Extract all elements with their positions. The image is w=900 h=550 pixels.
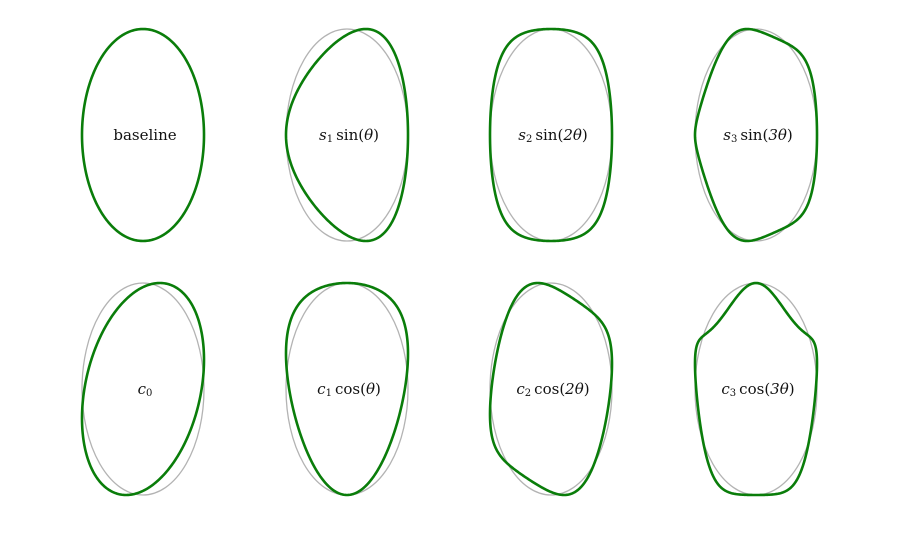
function-name: sin: [535, 126, 557, 144]
panel-s2: s2 sin(2θ): [488, 27, 614, 243]
panel-label: s3 sin(3θ): [723, 126, 793, 145]
mode-shape-outline: [80, 281, 206, 497]
function-name: cos: [534, 380, 559, 398]
coefficient-index: 3: [730, 388, 736, 399]
open-paren: (: [764, 380, 770, 398]
mode-shape-outline: [284, 281, 410, 497]
panel-s1: s1 sin(θ): [284, 27, 410, 243]
panel-s3: s3 sin(3θ): [693, 27, 819, 243]
coefficient-symbol: c: [516, 380, 525, 398]
coefficient-index: 1: [327, 134, 333, 145]
mode-shape-outline: [80, 27, 206, 243]
reference-ellipse: [489, 282, 613, 496]
close-paren: ): [584, 380, 590, 398]
open-paren: (: [358, 126, 364, 144]
coefficient-index: 2: [525, 388, 531, 399]
mode-shape-outline: [488, 27, 614, 243]
coefficient-index: 0: [146, 388, 152, 399]
panel-baseline: baseline: [80, 27, 206, 243]
coefficient-symbol: s: [319, 126, 327, 144]
open-paren: (: [360, 380, 366, 398]
coefficient-symbol: c: [138, 380, 147, 398]
panel-label: s2 sin(2θ): [518, 126, 588, 145]
panel-label: s1 sin(θ): [319, 126, 379, 145]
function-name: sin: [740, 126, 762, 144]
open-paren: (: [559, 380, 565, 398]
close-paren: ): [582, 126, 588, 144]
open-paren: (: [557, 126, 563, 144]
reference-ellipse: [81, 282, 205, 496]
close-paren: ): [375, 380, 381, 398]
function-argument: θ: [364, 126, 373, 144]
coefficient-symbol: c: [317, 380, 326, 398]
close-paren: ): [373, 126, 379, 144]
panel-label: c2 cos(2θ): [516, 380, 589, 399]
mode-shape-outline: [693, 27, 819, 243]
function-argument: 2θ: [562, 126, 582, 144]
function-argument: 2θ: [564, 380, 584, 398]
function-name: sin: [336, 126, 358, 144]
panel-c0: c0: [80, 281, 206, 497]
function-argument: 3θ: [770, 380, 789, 398]
function-name: cos: [335, 380, 360, 398]
mode-shape-outline: [488, 281, 614, 497]
function-argument: 3θ: [768, 126, 787, 144]
open-paren: (: [762, 126, 768, 144]
panel-c3: c3 cos(3θ): [693, 281, 819, 497]
coefficient-symbol: s: [723, 126, 731, 144]
panel-label: c0: [138, 380, 153, 399]
coefficient-index: 1: [326, 388, 332, 399]
panel-c1: c1 cos(θ): [284, 281, 410, 497]
panel-label: c1 cos(θ): [317, 380, 381, 399]
mode-shape-outline: [284, 27, 410, 243]
close-paren: ): [787, 126, 793, 144]
close-paren: ): [789, 380, 795, 398]
coefficient-index: 2: [526, 134, 532, 145]
panel-label: baseline: [113, 126, 176, 144]
coefficient-symbol: c: [721, 380, 730, 398]
coefficient-index: 3: [731, 134, 737, 145]
function-name: cos: [739, 380, 764, 398]
label-text: baseline: [113, 126, 176, 144]
panel-label: c3 cos(3θ): [721, 380, 794, 399]
panel-c2: c2 cos(2θ): [488, 281, 614, 497]
mode-shape-outline: [693, 281, 819, 497]
coefficient-symbol: s: [518, 126, 526, 144]
function-argument: θ: [366, 380, 375, 398]
